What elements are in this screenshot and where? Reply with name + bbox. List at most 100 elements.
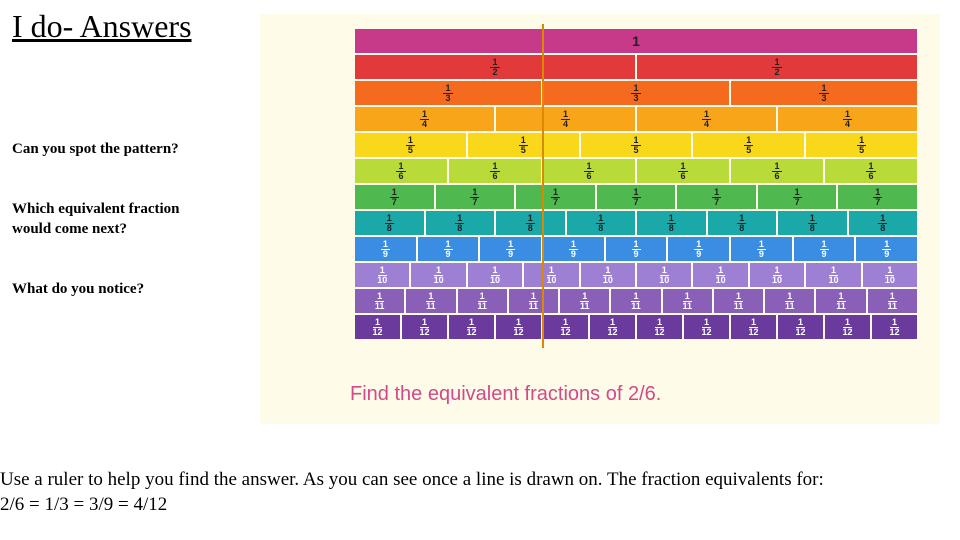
- fraction-cell: 19: [605, 236, 668, 262]
- fraction-row-3: 131313: [354, 80, 918, 106]
- fraction-cell: 19: [479, 236, 542, 262]
- fraction-cell: 112: [824, 314, 871, 340]
- fraction-cell: 111: [610, 288, 661, 314]
- fraction-row-10: 110110110110110110110110110110: [354, 262, 918, 288]
- fraction-cell: 110: [636, 262, 692, 288]
- fraction-row-7: 17171717171717: [354, 184, 918, 210]
- fraction-cell: 111: [354, 288, 405, 314]
- fraction-cell: 112: [401, 314, 448, 340]
- fraction-cell: 14: [777, 106, 918, 132]
- fraction-row-5: 1515151515: [354, 132, 918, 158]
- fraction-cell: 15: [692, 132, 805, 158]
- fraction-cell: 19: [542, 236, 605, 262]
- bottom-explanation: Use a ruler to help you find the answer.…: [0, 467, 950, 518]
- fraction-cell: 112: [683, 314, 730, 340]
- question-2: Which equivalent fraction would come nex…: [12, 200, 212, 239]
- fraction-cell: 111: [815, 288, 866, 314]
- fraction-cell: 110: [749, 262, 805, 288]
- page-title: I do- Answers: [12, 8, 192, 45]
- fraction-cell: 112: [542, 314, 589, 340]
- fraction-cell: 19: [793, 236, 856, 262]
- fraction-cell: 12: [636, 54, 918, 80]
- fraction-cell: 18: [425, 210, 496, 236]
- vertical-ruler-line: [542, 24, 544, 348]
- fraction-cell: 17: [515, 184, 596, 210]
- fraction-cell: 17: [596, 184, 677, 210]
- fraction-cell: 18: [777, 210, 848, 236]
- fraction-cell: 110: [467, 262, 523, 288]
- fraction-cell: 13: [354, 80, 542, 106]
- fraction-cell: 15: [805, 132, 918, 158]
- fraction-wall: 1121213131314141414151515151516161616161…: [354, 28, 918, 340]
- fraction-cell: 112: [777, 314, 824, 340]
- fraction-cell: 18: [566, 210, 637, 236]
- bottom-line-2: 2/6 = 1/3 = 3/9 = 4/12: [0, 494, 167, 515]
- fraction-cell: 110: [410, 262, 466, 288]
- fraction-cell: 111: [764, 288, 815, 314]
- fraction-cell: 111: [867, 288, 918, 314]
- fraction-cell: 17: [354, 184, 435, 210]
- fraction-cell: 13: [730, 80, 918, 106]
- fraction-cell: 16: [730, 158, 824, 184]
- fraction-cell: 17: [757, 184, 838, 210]
- fraction-cell: 110: [523, 262, 579, 288]
- fraction-row-1: 1: [354, 28, 918, 54]
- fraction-cell: 19: [417, 236, 480, 262]
- fraction-cell: 110: [692, 262, 748, 288]
- fraction-cell: 19: [667, 236, 730, 262]
- fraction-cell: 111: [713, 288, 764, 314]
- question-3: What do you notice?: [12, 280, 212, 300]
- fraction-cell: 17: [837, 184, 918, 210]
- fraction-cell: 18: [707, 210, 778, 236]
- fraction-cell: 18: [636, 210, 707, 236]
- question-1: Can you spot the pattern?: [12, 140, 212, 160]
- fraction-row-12: 112112112112112112112112112112112112: [354, 314, 918, 340]
- fraction-cell: 112: [871, 314, 918, 340]
- fraction-cell: 112: [636, 314, 683, 340]
- fraction-cell: 18: [495, 210, 566, 236]
- fraction-cell: 16: [824, 158, 918, 184]
- fraction-cell: 16: [354, 158, 448, 184]
- fraction-cell: 111: [662, 288, 713, 314]
- fraction-cell: 111: [405, 288, 456, 314]
- fraction-row-11: 111111111111111111111111111111111: [354, 288, 918, 314]
- fraction-cell: 112: [448, 314, 495, 340]
- fraction-row-6: 161616161616: [354, 158, 918, 184]
- fraction-cell: 19: [730, 236, 793, 262]
- fraction-cell: 18: [354, 210, 425, 236]
- fraction-cell: 112: [730, 314, 777, 340]
- fraction-cell: 111: [508, 288, 559, 314]
- bottom-line-1: Use a ruler to help you find the answer.…: [0, 469, 824, 490]
- fraction-cell: 110: [354, 262, 410, 288]
- fraction-cell: 112: [495, 314, 542, 340]
- fraction-wall-chart: 1121213131314141414151515151516161616161…: [260, 14, 940, 424]
- fraction-cell: 14: [354, 106, 495, 132]
- fraction-row-2: 1212: [354, 54, 918, 80]
- fraction-cell: 16: [542, 158, 636, 184]
- fraction-cell: 16: [636, 158, 730, 184]
- fraction-cell: 16: [448, 158, 542, 184]
- fraction-cell: 18: [848, 210, 919, 236]
- fraction-cell: 111: [559, 288, 610, 314]
- fraction-cell: 15: [354, 132, 467, 158]
- fraction-row-4: 14141414: [354, 106, 918, 132]
- fraction-cell: 13: [542, 80, 730, 106]
- fraction-row-8: 1818181818181818: [354, 210, 918, 236]
- fraction-cell: 110: [862, 262, 918, 288]
- fraction-cell: 19: [855, 236, 918, 262]
- fraction-cell: 110: [805, 262, 861, 288]
- fraction-cell: 110: [580, 262, 636, 288]
- fraction-cell: 14: [495, 106, 636, 132]
- fraction-row-9: 191919191919191919: [354, 236, 918, 262]
- fraction-cell: 111: [457, 288, 508, 314]
- fraction-cell: 19: [354, 236, 417, 262]
- fraction-cell: 14: [636, 106, 777, 132]
- fraction-cell: 112: [354, 314, 401, 340]
- fraction-cell: 1: [354, 28, 918, 54]
- chart-caption: Find the equivalent fractions of 2/6.: [350, 383, 661, 406]
- fraction-cell: 15: [580, 132, 693, 158]
- fraction-cell: 17: [676, 184, 757, 210]
- fraction-cell: 12: [354, 54, 636, 80]
- fraction-cell: 112: [589, 314, 636, 340]
- fraction-cell: 17: [435, 184, 516, 210]
